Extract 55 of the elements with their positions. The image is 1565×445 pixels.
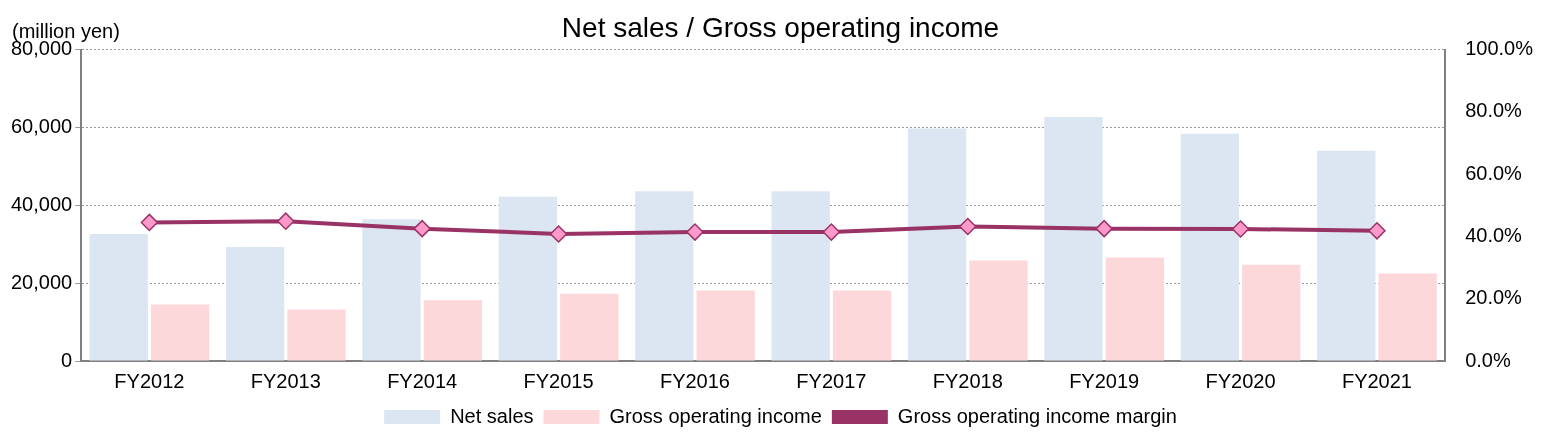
bar — [969, 260, 1028, 361]
y2-tick-label: 20.0% — [1465, 286, 1523, 309]
bar — [907, 128, 967, 361]
point — [686, 223, 704, 241]
bar — [423, 300, 483, 361]
bar — [287, 309, 346, 361]
legend-label: Gross operating income margin — [897, 404, 1177, 427]
point — [1368, 222, 1386, 240]
bar — [1317, 150, 1376, 361]
legend-label: Net sales — [450, 404, 534, 427]
y-tick-label: 20,000 — [11, 270, 73, 293]
point — [549, 225, 568, 243]
x-tick-label: FY2013 — [250, 369, 321, 392]
legend-label: Gross operating income — [609, 404, 822, 427]
x-tick-label: FY2021 — [1341, 369, 1412, 392]
bar — [1044, 116, 1103, 361]
bar — [362, 219, 421, 361]
bar — [150, 304, 210, 361]
point — [277, 212, 295, 230]
y-axis-title: (million yen) — [12, 19, 120, 42]
x-tick-label: FY2019 — [1069, 369, 1140, 392]
x-tick-label: FY2020 — [1205, 369, 1276, 392]
x-tick-label: FY2018 — [932, 369, 1003, 392]
y2-tick-label: 80.0% — [1465, 99, 1523, 122]
bar — [498, 196, 558, 361]
bar — [1242, 264, 1301, 361]
point — [413, 219, 431, 238]
point — [1231, 220, 1250, 238]
bar — [832, 290, 892, 361]
bar — [89, 234, 148, 361]
chart-title: Net sales / Gross operating income — [561, 11, 1000, 43]
bar — [1378, 273, 1437, 361]
bar — [771, 191, 830, 361]
x-tick-label: FY2017 — [796, 369, 867, 392]
x-tick-label: FY2012 — [114, 369, 185, 392]
point — [1095, 219, 1113, 238]
bar — [1105, 257, 1165, 361]
bar — [225, 246, 285, 361]
y2-tick-label: 0.0% — [1465, 348, 1511, 371]
bar — [560, 293, 619, 361]
point — [959, 217, 977, 236]
y-tick-label: 60,000 — [11, 114, 73, 137]
x-tick-label: FY2015 — [523, 369, 594, 392]
bar — [635, 191, 694, 361]
x-tick-label: FY2014 — [387, 369, 458, 392]
y-tick-label: 40,000 — [11, 192, 73, 215]
point — [140, 213, 159, 232]
y2-tick-label: 100.0% — [1465, 37, 1534, 60]
point — [822, 223, 841, 241]
y2-tick-label: 40.0% — [1465, 223, 1523, 246]
y-tick-label: 0 — [61, 348, 73, 371]
y2-tick-label: 60.0% — [1465, 161, 1523, 184]
bar — [1180, 133, 1240, 361]
bar — [696, 290, 755, 361]
x-tick-label: FY2016 — [659, 369, 730, 392]
